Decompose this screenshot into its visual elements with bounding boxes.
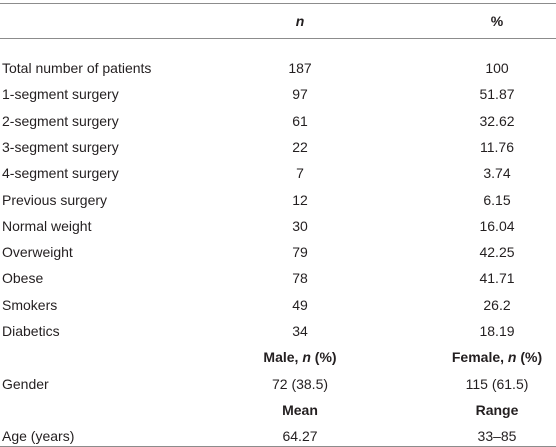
row-value: 97 <box>292 86 308 103</box>
subheader-text: (%) <box>516 349 543 366</box>
row-value: 49 <box>292 296 308 313</box>
subheader-text: (%) <box>310 349 337 366</box>
row-label: 2-segment surgery <box>2 112 119 129</box>
row-value: 78 <box>292 270 308 287</box>
header-cell: n <box>295 13 305 29</box>
top-rule <box>0 3 556 4</box>
subheader-text: Male, <box>263 349 303 366</box>
row-value: 30 <box>292 217 308 234</box>
row-value: 11.76 <box>480 138 514 155</box>
row-value: 6.15 <box>483 191 511 208</box>
row-label: 3-segment surgery <box>2 138 119 155</box>
row-label: 4-segment surgery <box>2 165 119 182</box>
row-label: Diabetics <box>2 323 60 339</box>
row-value: 187 <box>288 60 312 76</box>
header-cell: % <box>490 13 504 29</box>
row-value: 12 <box>292 191 308 208</box>
row-value: 32.62 <box>479 112 515 129</box>
row-value: 64.27 <box>282 428 318 445</box>
subheader-cell: Male, n (%) <box>263 348 336 366</box>
row-value: 72 (38.5) <box>271 375 329 392</box>
row-value: 7 <box>296 165 304 182</box>
row-value: 115 (61.5) <box>465 375 529 392</box>
row-label: Total number of patients <box>2 60 152 76</box>
subheader-cell: Range <box>476 401 519 419</box>
row-label: Gender <box>2 375 49 392</box>
row-value: 100 <box>485 60 509 76</box>
header-rule <box>0 38 556 39</box>
row-value: 61 <box>292 112 308 129</box>
row-label: Smokers <box>2 296 58 313</box>
row-label: Age (years) <box>2 428 75 445</box>
row-label: Obese <box>2 270 44 287</box>
subheader-text: Female, <box>451 349 508 366</box>
row-label: Normal weight <box>2 217 92 234</box>
row-value: 34 <box>292 323 308 339</box>
row-label: 1-segment surgery <box>2 86 119 103</box>
subheader-cell: Female, n (%) <box>452 348 542 366</box>
subheader-text: n <box>507 349 517 366</box>
row-value: 16.04 <box>479 217 515 234</box>
subheader-text: n <box>302 349 311 366</box>
row-label: Overweight <box>2 244 73 261</box>
row-value: 18.19 <box>479 323 515 339</box>
row-value: 3.74 <box>483 165 511 182</box>
row-value: 51.87 <box>479 86 515 103</box>
row-value: 79 <box>292 244 308 261</box>
row-value: 22 <box>292 138 308 155</box>
row-value: 33–85 <box>477 428 517 445</box>
subheader-text: Range <box>475 401 519 418</box>
subheader-cell: Mean <box>282 401 318 419</box>
row-value: 42.25 <box>479 244 515 261</box>
row-value: 41.71 <box>479 270 515 287</box>
row-label: Previous surgery <box>2 191 108 208</box>
row-value: 26.2 <box>483 296 511 313</box>
subheader-text: Mean <box>282 401 318 418</box>
